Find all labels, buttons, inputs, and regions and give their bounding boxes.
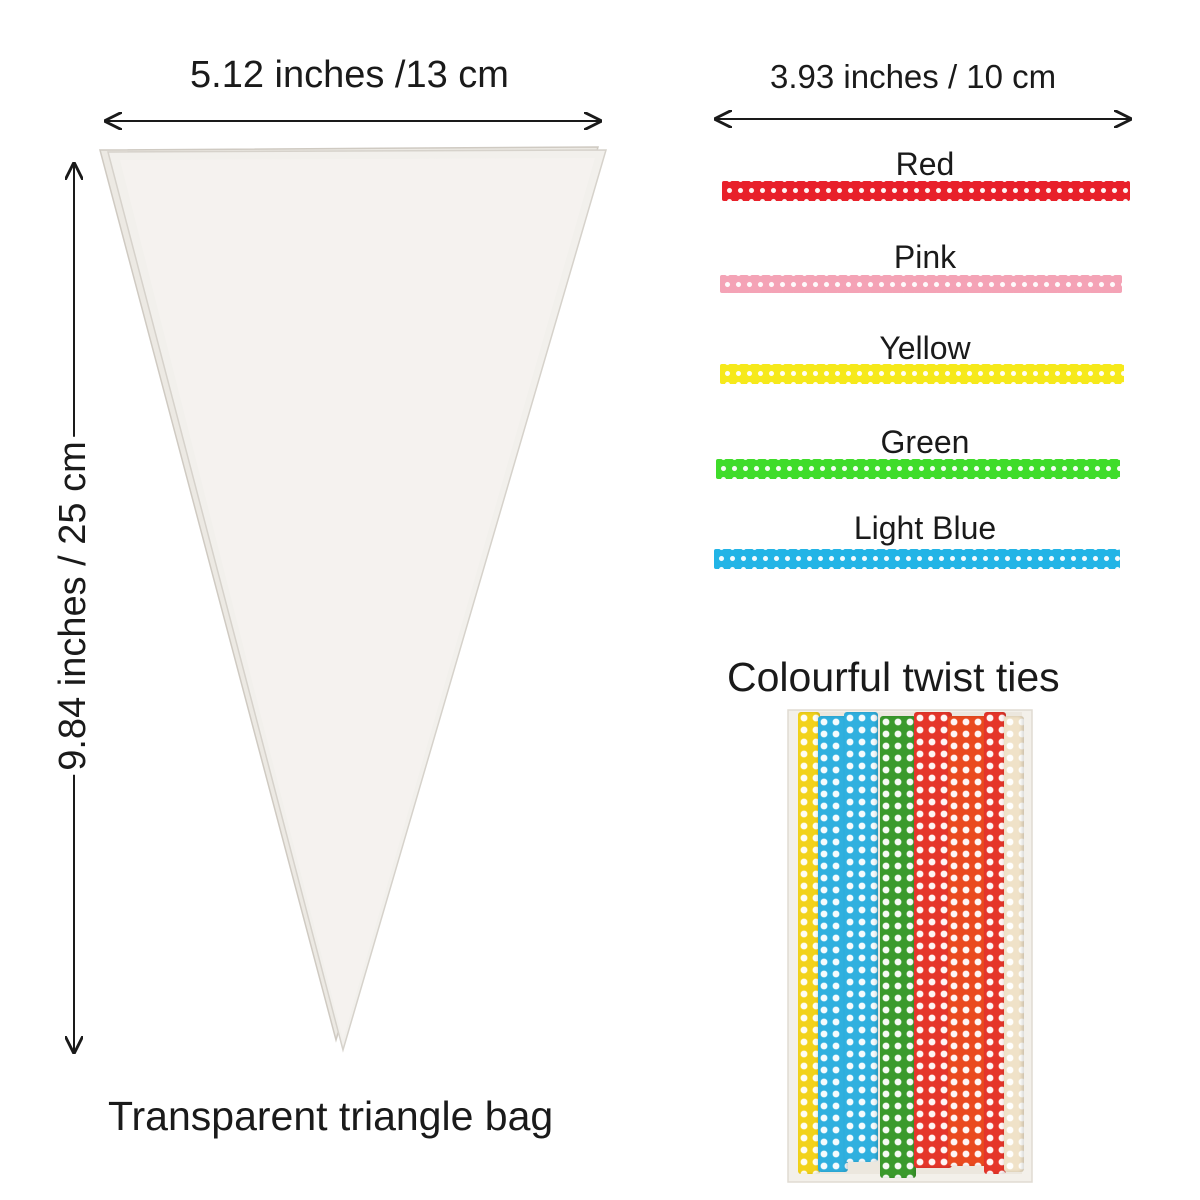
tie-name-pink: Pink bbox=[893, 239, 957, 275]
bundle-tie-strip bbox=[1004, 716, 1024, 1172]
bundle-tie-strip bbox=[844, 712, 878, 1162]
tie-sample-pink bbox=[720, 275, 1122, 293]
twist-ties-bundle bbox=[796, 712, 1026, 1178]
bundle-tie-strip bbox=[880, 716, 916, 1178]
tie-name-red: Red bbox=[895, 146, 955, 182]
tie-name-green: Green bbox=[880, 424, 970, 460]
bag-width-label: 5.12 inches /13 cm bbox=[190, 54, 509, 96]
triangle-bag-image bbox=[99, 146, 608, 1053]
tie-sample-red bbox=[722, 181, 1130, 201]
tie-name-light-blue: Light Blue bbox=[853, 510, 997, 546]
tie-sample-light-blue bbox=[714, 549, 1120, 569]
bundle-tie-strip bbox=[984, 712, 1006, 1174]
bundle-tie-strip bbox=[798, 712, 820, 1174]
tie-length-label: 3.93 inches / 10 cm bbox=[770, 58, 1057, 95]
bundle-tie-strip bbox=[818, 716, 848, 1172]
ties-caption: Colourful twist ties bbox=[727, 654, 1060, 700]
bundle-tie-strip bbox=[914, 712, 952, 1168]
bundle-tie-strip bbox=[948, 716, 988, 1166]
bag-caption: Transparent triangle bag bbox=[108, 1093, 554, 1139]
tie-sample-yellow bbox=[720, 364, 1124, 384]
bag-height-label: 9.84 inches / 25 cm bbox=[52, 437, 94, 775]
tie-sample-green bbox=[716, 459, 1120, 479]
tie-name-yellow: Yellow bbox=[879, 330, 971, 366]
